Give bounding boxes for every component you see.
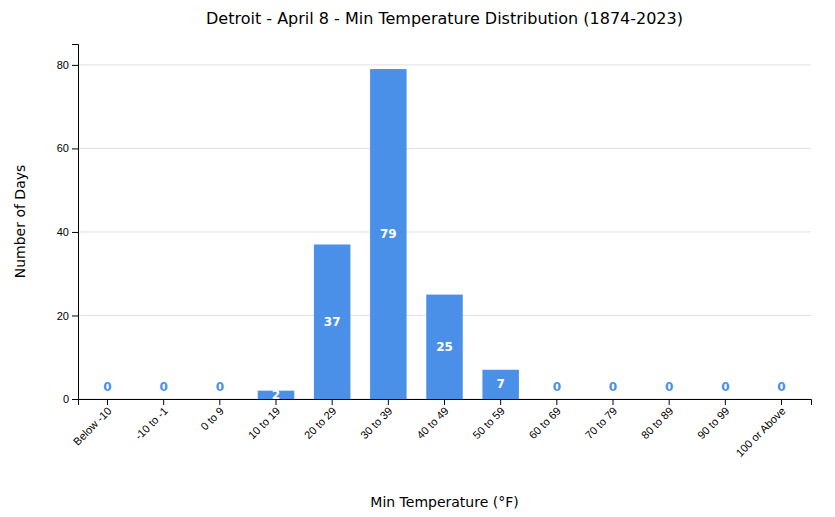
- bar: [707, 399, 744, 400]
- y-tick: 80: [57, 59, 78, 71]
- x-tick-mark: [388, 399, 389, 405]
- x-axis-line: [79, 400, 812, 406]
- x-tick: 30 to 39: [358, 399, 395, 441]
- data-label: 0: [665, 380, 673, 394]
- data-label: 0: [609, 380, 617, 394]
- x-axis: Below -10 -10 to -1 0 to 9 10 to 19 20 to 29…: [71, 399, 812, 459]
- x-tick: 20 to 29: [302, 399, 339, 441]
- y-tick-label: 0: [63, 393, 69, 405]
- bar: [763, 399, 800, 400]
- chart: 020406080Below -10-10 to -10 to 910 to 1…: [0, 0, 835, 517]
- y-axis-title: Number of Days: [12, 165, 28, 279]
- x-tick: 70 to 79: [583, 399, 620, 441]
- x-tick-mark: [332, 399, 333, 405]
- x-tick: 90 to 99: [695, 399, 732, 441]
- bar: [202, 399, 239, 400]
- grid: [78, 65, 811, 399]
- x-tick-label: 40 to 49: [414, 405, 451, 442]
- data-label: 0: [159, 380, 167, 394]
- x-tick: 60 to 69: [526, 399, 563, 441]
- grid-line: [78, 64, 811, 65]
- data-label: 25: [436, 340, 453, 354]
- data-label: 0: [777, 380, 785, 394]
- y-tick-mark: [72, 232, 78, 233]
- x-tick-label: 30 to 39: [358, 405, 395, 442]
- y-tick: 60: [57, 142, 78, 154]
- bar: [89, 399, 126, 400]
- data-label: 0: [216, 380, 224, 394]
- x-tick-mark: [556, 399, 557, 405]
- x-tick-label: Below -10: [71, 405, 114, 448]
- bar: [370, 69, 407, 399]
- bar: [314, 244, 351, 399]
- x-tick: 0 to 9: [198, 399, 226, 432]
- x-tick: 50 to 59: [470, 399, 507, 441]
- bar: [482, 370, 519, 399]
- y-tick-mark: [72, 315, 78, 316]
- data-label: 37: [324, 315, 341, 329]
- x-tick-label: 90 to 99: [695, 405, 732, 442]
- x-tick-mark: [163, 399, 164, 405]
- x-tick-mark: [107, 399, 108, 405]
- x-tick: 10 to 19: [246, 399, 283, 441]
- y-tick-label: 60: [57, 142, 69, 154]
- y-tick: 20: [57, 309, 78, 321]
- y-tick-label: 20: [57, 309, 69, 321]
- data-label: 7: [496, 377, 504, 391]
- grid-line: [78, 231, 811, 232]
- y-tick-mark: [72, 65, 78, 66]
- bar: [145, 399, 182, 400]
- x-tick: Below -10: [71, 399, 114, 448]
- bar: [426, 295, 463, 399]
- x-axis-title: Min Temperature (°F): [370, 494, 518, 510]
- y-axis: 0 20 40 60 80: [57, 45, 79, 406]
- data-label: 79: [380, 227, 397, 241]
- x-tick-label: 100 or Above: [733, 405, 787, 459]
- y-tick-label: 40: [57, 226, 69, 238]
- x-tick-label: 50 to 59: [470, 405, 507, 442]
- data-label: 0: [103, 380, 111, 394]
- x-tick-mark: [500, 399, 501, 405]
- plot: 020406080Below -10-10 to -10 to 910 to 1…: [57, 45, 812, 459]
- data-label: 0: [553, 380, 561, 394]
- y-tick-label: 80: [57, 59, 69, 71]
- x-tick-mark: [613, 399, 614, 405]
- x-tick-mark: [219, 399, 220, 405]
- x-tick: -10 to -1: [132, 399, 169, 442]
- x-tick-label: 10 to 19: [246, 405, 283, 442]
- x-tick-mark: [444, 399, 445, 405]
- x-tick-label: 0 to 9: [198, 405, 226, 433]
- x-tick-mark: [669, 399, 670, 405]
- y-tick-mark: [72, 148, 78, 149]
- x-tick-label: -10 to -1: [132, 405, 169, 442]
- y-tick-mark: [72, 399, 78, 400]
- x-tick-mark: [781, 399, 782, 405]
- data-labels: 0 0 0 2 37 79 25 7 0 0 0 0 0: [103, 227, 785, 402]
- grid-line: [78, 148, 811, 149]
- data-label: 2: [272, 388, 280, 402]
- data-label: 0: [721, 380, 729, 394]
- x-tick: 80 to 89: [639, 399, 676, 441]
- y-axis-line: [72, 45, 79, 400]
- bars: [258, 69, 519, 399]
- x-tick-label: 20 to 29: [302, 405, 339, 442]
- bar: [595, 399, 632, 400]
- y-tick: 0: [63, 393, 78, 405]
- x-tick: 100 or Above: [733, 399, 787, 459]
- x-tick-label: 60 to 69: [526, 405, 563, 442]
- x-tick: 40 to 49: [414, 399, 451, 441]
- bar: [651, 399, 688, 400]
- x-tick-label: 80 to 89: [639, 405, 676, 442]
- title: Detroit - April 8 - Min Temperature Dist…: [206, 9, 683, 28]
- bar: [539, 399, 576, 400]
- x-tick-label: 70 to 79: [583, 405, 620, 442]
- x-tick-mark: [725, 399, 726, 405]
- y-tick: 40: [57, 226, 78, 238]
